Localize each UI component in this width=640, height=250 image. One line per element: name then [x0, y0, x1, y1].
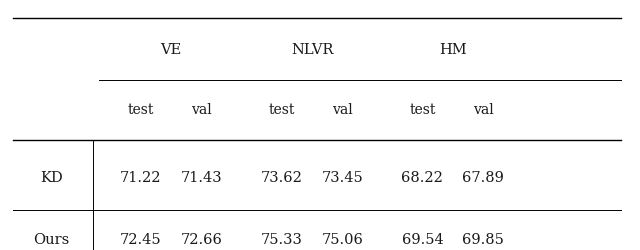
- Text: test: test: [409, 103, 436, 117]
- Text: 75.33: 75.33: [260, 233, 303, 247]
- Text: val: val: [332, 103, 353, 117]
- Text: val: val: [191, 103, 212, 117]
- Text: 72.45: 72.45: [120, 233, 162, 247]
- Text: NLVR: NLVR: [291, 43, 333, 57]
- Text: VE: VE: [161, 43, 182, 57]
- Text: KD: KD: [40, 170, 63, 184]
- Text: 73.62: 73.62: [260, 170, 303, 184]
- Text: 69.54: 69.54: [401, 233, 444, 247]
- Text: 73.45: 73.45: [321, 170, 364, 184]
- Text: test: test: [268, 103, 295, 117]
- Text: 71.43: 71.43: [180, 170, 223, 184]
- Text: 72.66: 72.66: [180, 233, 223, 247]
- Text: 71.22: 71.22: [120, 170, 161, 184]
- Text: Ours: Ours: [33, 233, 69, 247]
- Text: 67.89: 67.89: [462, 170, 504, 184]
- Text: 69.85: 69.85: [462, 233, 504, 247]
- Text: 75.06: 75.06: [321, 233, 364, 247]
- Text: 68.22: 68.22: [401, 170, 444, 184]
- Text: HM: HM: [439, 43, 467, 57]
- Text: test: test: [127, 103, 154, 117]
- Text: val: val: [473, 103, 493, 117]
